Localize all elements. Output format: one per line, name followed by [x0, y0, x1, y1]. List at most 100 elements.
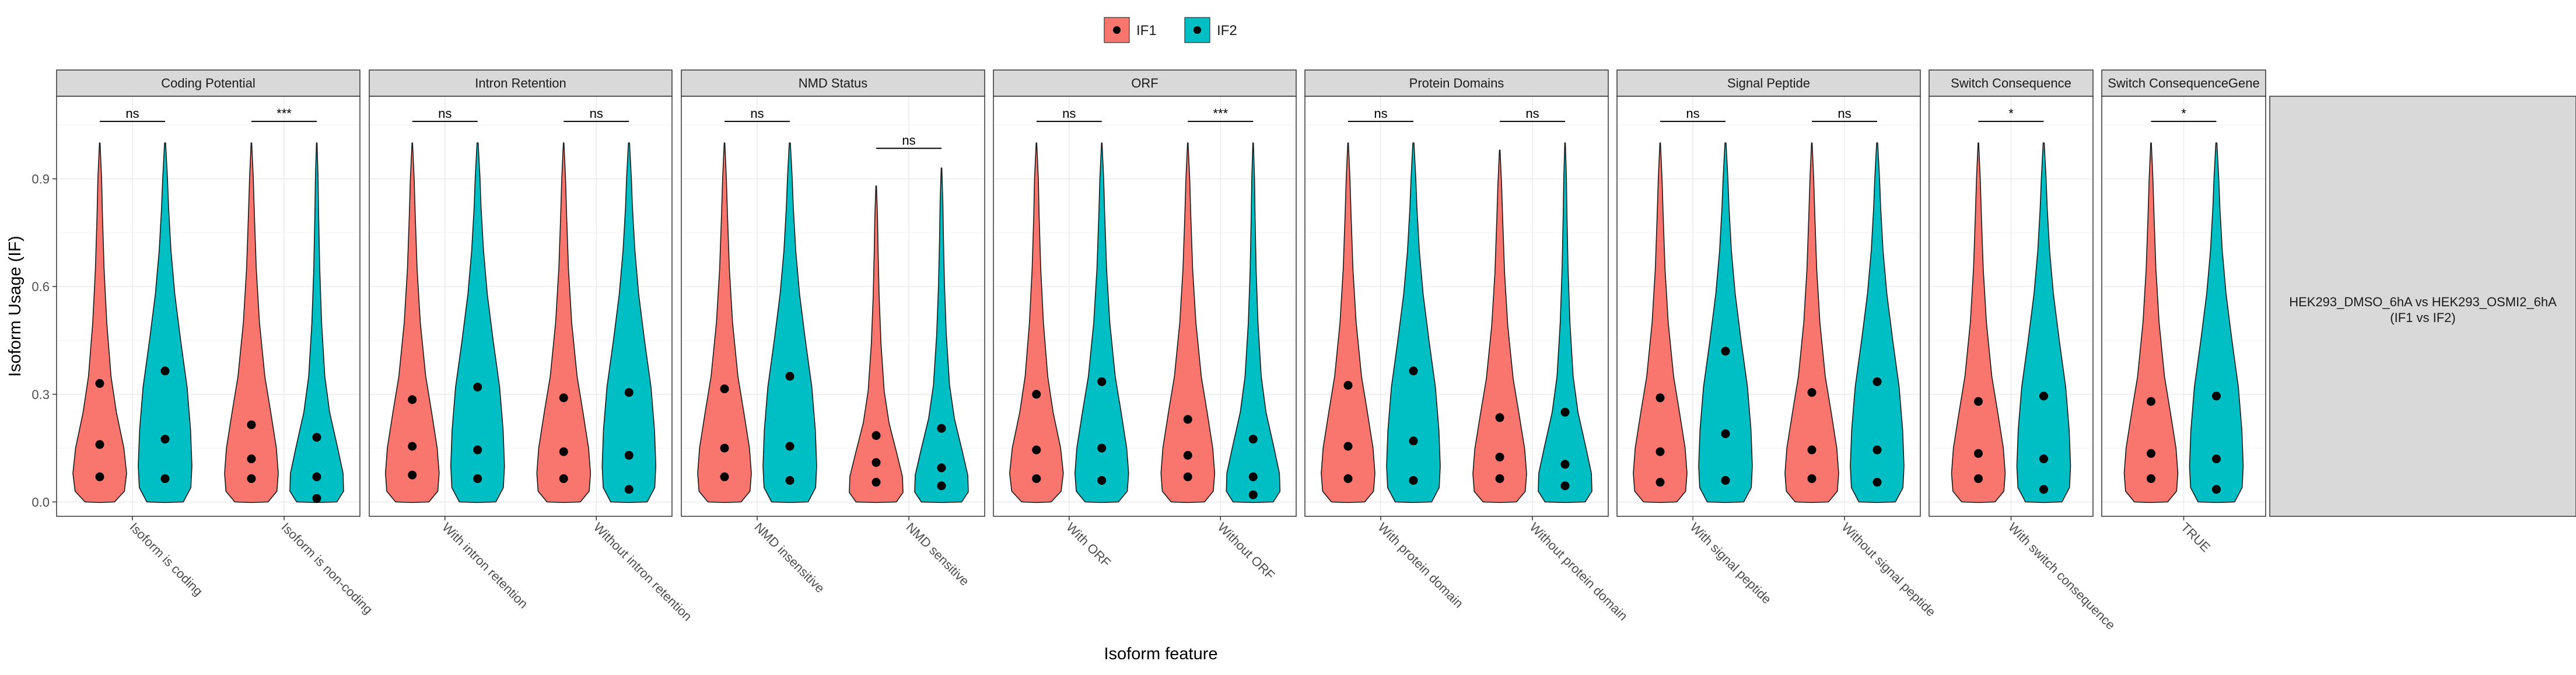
violin-if2 [2189, 142, 2244, 503]
facet-strip [56, 69, 360, 97]
panel-border [56, 96, 360, 517]
row-strip-label-line2: (IF1 vs IF2) [2390, 310, 2455, 325]
x-tick-label: TRUE [2178, 520, 2213, 555]
quartile-25-point [1343, 474, 1353, 483]
quartile-75-point [720, 384, 729, 394]
median-point [2212, 454, 2221, 464]
violin-if2 [1850, 142, 1905, 503]
quartile-75-point [1560, 408, 1570, 417]
median-point [1032, 445, 1041, 454]
violin-if2 [1386, 142, 1441, 503]
significance-label: * [2181, 106, 2186, 121]
violin-if1 [697, 142, 752, 503]
facet-strip [681, 69, 985, 97]
median-point [408, 442, 417, 451]
quartile-75-point [95, 379, 104, 388]
facet-strip [1304, 69, 1609, 97]
quartile-25-point [2147, 474, 2155, 483]
median-point [1409, 436, 1418, 446]
x-tick-label: Isoform is coding [127, 520, 205, 599]
x-tick-label: NMD sensitive [903, 520, 972, 589]
significance-label: ns [125, 106, 139, 121]
quartile-75-point [160, 366, 170, 376]
violin-if1 [384, 142, 440, 503]
facet-panel: Switch Consequence * With switch consequen… [1929, 69, 2118, 632]
median-point [1495, 452, 1504, 461]
quartile-75-point [1495, 413, 1504, 422]
significance-label: ns [590, 106, 603, 121]
facet-title: Intron Retention [475, 76, 566, 90]
x-axis-title: Isoform feature [1104, 645, 1217, 663]
median-point [785, 442, 794, 451]
x-tick-label: Without intron retention [591, 520, 695, 624]
quartile-25-point [1409, 475, 1418, 485]
violin-if1 [849, 186, 904, 503]
quartile-25-point [95, 472, 104, 481]
x-tick-label: With intron retention [439, 520, 531, 611]
facet-title: Signal Peptide [1727, 76, 1810, 90]
quartile-75-point [1873, 377, 1882, 386]
median-point [720, 443, 729, 453]
facet-panel: ORF ns With ORF *** Without ORF [993, 69, 1297, 583]
quartile-75-point [408, 395, 417, 404]
quartile-25-point [559, 474, 568, 483]
panel-border [2101, 96, 2266, 517]
quartile-25-point [872, 478, 881, 487]
median-point [1183, 450, 1192, 460]
quartile-75-point [1974, 397, 1983, 406]
facet-title: Protein Domains [1409, 76, 1504, 90]
significance-label: ns [750, 106, 764, 121]
y-axis: 0.0 0.3 0.6 0.9 Isoform Usage (IF) [6, 172, 57, 509]
x-tick-label: With ORF [1063, 520, 1114, 570]
quartile-75-point [1032, 390, 1041, 399]
quartile-75-point [1343, 380, 1353, 390]
quartile-75-point [1097, 377, 1107, 386]
violin-if2 [2016, 142, 2071, 503]
facet-title: NMD Status [799, 76, 868, 90]
quartile-25-point [1032, 474, 1041, 483]
median-point [473, 445, 482, 454]
quartile-75-point [312, 433, 321, 442]
median-point [247, 454, 256, 464]
quartile-25-point [785, 475, 794, 485]
violin-if1 [1784, 142, 1839, 503]
x-tick-label: With switch consequence [2006, 520, 2118, 632]
x-tick-label: NMD insensitive [751, 520, 827, 596]
facet-panel: NMD Status ns NMD insensitive ns NMD sensiti… [681, 69, 985, 596]
quartile-25-point [2212, 485, 2221, 494]
significance-label: ns [1686, 106, 1699, 121]
legend-label-if1: IF1 [1136, 23, 1157, 39]
legend: IF1 IF2 [1104, 17, 1237, 43]
row-strip: HEK293_DMSO_6hA vs HEK293_OSMI2_6hA(IF1 … [2269, 96, 2576, 517]
quartile-25-point [408, 470, 417, 480]
quartile-25-point [2039, 485, 2048, 494]
violin-if1 [2123, 142, 2179, 503]
quartile-75-point [785, 372, 794, 381]
y-tick-label: 0.0 [32, 495, 50, 509]
y-tick-label: 0.9 [32, 172, 50, 187]
quartile-75-point [2212, 391, 2221, 401]
quartile-25-point [1097, 475, 1107, 485]
quartile-25-point [1248, 490, 1258, 499]
quartile-75-point [1409, 366, 1418, 376]
median-point [1974, 449, 1983, 458]
legend-dot [1194, 26, 1201, 34]
median-point [624, 450, 634, 460]
quartile-75-point [473, 382, 482, 391]
facet-title: Switch ConsequenceGene [2108, 76, 2260, 90]
median-point [160, 435, 170, 444]
row-strip-background [2269, 96, 2576, 517]
quartile-25-point [1495, 474, 1504, 483]
median-point [312, 472, 321, 481]
y-tick-label: 0.6 [32, 279, 50, 294]
legend-dot [1113, 26, 1121, 34]
violin-if2 [914, 167, 969, 503]
violin-if1 [1472, 149, 1527, 503]
violin-if1 [1160, 142, 1216, 503]
facet-strip [993, 69, 1297, 97]
quartile-25-point [1656, 478, 1665, 487]
x-tick-label: Without ORF [1215, 520, 1278, 583]
quartile-75-point [1721, 347, 1730, 356]
facet-title: Coding Potential [161, 76, 255, 90]
median-point [937, 463, 946, 473]
